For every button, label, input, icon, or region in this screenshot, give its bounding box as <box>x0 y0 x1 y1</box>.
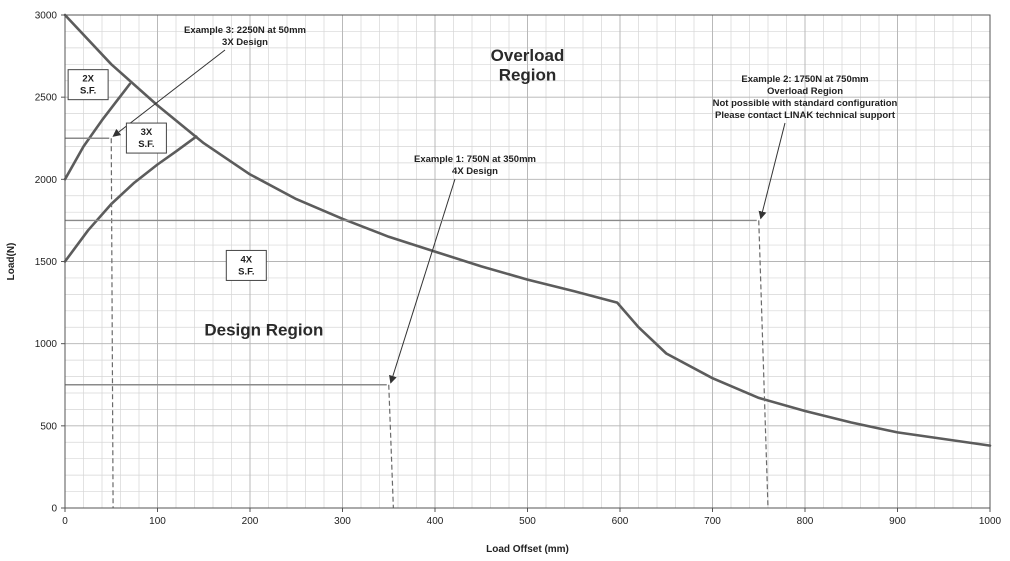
x-tick-label: 1000 <box>979 516 1002 527</box>
example-label-line: Example 1: 750N at 350mm <box>414 154 536 165</box>
example-label-line: 4X Design <box>452 166 498 177</box>
x-tick-label: 500 <box>519 516 536 527</box>
example-arrow <box>112 49 226 137</box>
x-axis-title: Load Offset (mm) <box>486 544 569 555</box>
series-line <box>63 13 992 447</box>
y-tick-label: 2000 <box>35 175 58 186</box>
x-tick-label: 100 <box>149 516 166 527</box>
sf-box <box>67 69 109 101</box>
sf-label: S.F. <box>238 266 254 277</box>
example-label-line: Example 2: 1750N at 750mm <box>741 74 868 85</box>
example-offset-line <box>758 220 769 509</box>
x-tick-label: 700 <box>704 516 721 527</box>
region-label: Region <box>499 66 557 85</box>
tick-labels: 0 100 200 300 400 500 600 700 800 900 1000 0 500 1000… <box>35 11 1002 528</box>
x-tick-label: 600 <box>612 516 629 527</box>
x-tick-label: 900 <box>889 516 906 527</box>
example-label-line: 3X Design <box>222 37 268 48</box>
region-label: Design Region <box>204 320 323 339</box>
example-label-line: Example 3: 2250N at 50mm <box>184 25 306 36</box>
example-label-line: Not possible with standard configuration <box>713 98 898 109</box>
sf-box <box>125 122 167 154</box>
example-arrow <box>758 122 786 220</box>
y-tick-label: 1000 <box>35 339 58 350</box>
example-label-line: Overload Region <box>767 86 843 97</box>
y-tick-label: 500 <box>40 421 57 432</box>
x-tick-label: 200 <box>242 516 259 527</box>
y-tick-label: 3000 <box>35 11 58 22</box>
sf-label: 4X <box>240 254 252 265</box>
y-tick-label: 1500 <box>35 257 58 268</box>
region-label: Overload <box>491 46 565 65</box>
plot-frame <box>64 14 991 509</box>
x-tick-label: 300 <box>334 516 351 527</box>
sf-label: S.F. <box>138 139 154 150</box>
example-offset-line <box>388 384 394 509</box>
example-arrow <box>389 178 456 384</box>
major-grid <box>64 14 991 509</box>
curves <box>63 13 992 447</box>
y-tick-label: 2500 <box>35 93 58 104</box>
sf-box <box>225 249 267 281</box>
x-tick-label: 400 <box>427 516 444 527</box>
sf-label: 2X <box>82 74 94 85</box>
series-line <box>63 135 198 263</box>
x-tick-label: 800 <box>797 516 814 527</box>
x-tick-label: 0 <box>62 516 68 527</box>
y-tick-label: 0 <box>51 504 57 515</box>
series-line <box>63 82 132 181</box>
sf-label: S.F. <box>80 86 96 97</box>
example-label-line: Please contact LINAK technical support <box>715 110 896 121</box>
example-offset-line <box>110 138 114 509</box>
y-axis-title: Load(N) <box>6 243 17 281</box>
sf-label: 3X <box>141 127 153 138</box>
